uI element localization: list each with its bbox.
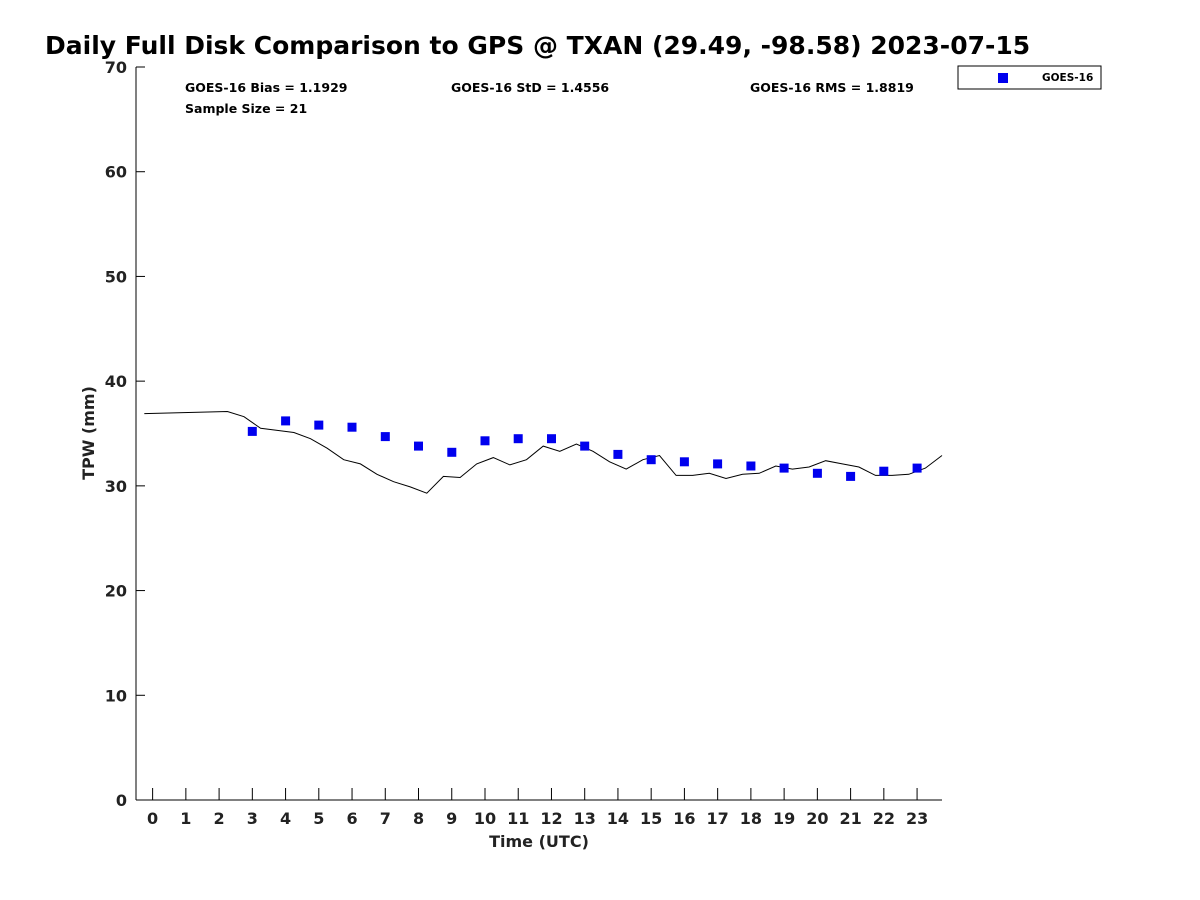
goes16-point — [480, 436, 490, 446]
x-tick-label: 22 — [873, 809, 895, 828]
x-axis-label: Time (UTC) — [489, 832, 589, 851]
y-axis-label: TPW (mm) — [79, 386, 98, 480]
goes16-point — [380, 432, 390, 442]
x-tick-label: 21 — [839, 809, 861, 828]
gps-line-series — [144, 410, 943, 494]
legend-label-goes16: GOES-16 — [1042, 72, 1093, 84]
goes16-point — [613, 449, 623, 459]
legend-marker-goes16 — [998, 73, 1008, 83]
x-tick-label: 18 — [740, 809, 762, 828]
y-tick-label: 20 — [105, 582, 127, 601]
x-tick-label: 17 — [707, 809, 729, 828]
x-tick-label: 15 — [640, 809, 662, 828]
x-tick-label: 4 — [280, 809, 291, 828]
goes16-point — [347, 422, 357, 432]
goes16-point — [247, 426, 257, 436]
goes16-point — [580, 441, 590, 451]
x-tick-label: 11 — [507, 809, 529, 828]
goes16-point — [679, 457, 689, 467]
x-ticks: 0 1 2 3 4 5 6 7 8 9 10 11 12 13 14 15 16 17 18 19 20 21 22 23 — [147, 788, 928, 828]
goes16-point — [812, 468, 822, 478]
goes16-point — [713, 459, 723, 469]
y-tick-label: 30 — [105, 477, 127, 496]
goes16-point — [746, 461, 756, 471]
goes16-point — [314, 420, 324, 430]
goes16-point — [414, 441, 423, 451]
y-tick-label: 0 — [116, 791, 127, 810]
x-tick-label: 0 — [147, 809, 158, 828]
gps-line — [144, 410, 943, 494]
chart-title: Daily Full Disk Comparison to GPS @ TXAN… — [45, 31, 1030, 60]
x-tick-label: 6 — [346, 809, 357, 828]
stat-std: GOES-16 StD = 1.4556 — [451, 80, 609, 95]
plot-axes — [135, 67, 942, 801]
x-tick-label: 16 — [673, 809, 695, 828]
x-tick-label: 19 — [773, 809, 795, 828]
goes16-point — [779, 463, 789, 473]
goes16-point — [846, 471, 856, 481]
x-tick-label: 2 — [214, 809, 225, 828]
goes16-point — [281, 416, 291, 426]
y-tick-label: 10 — [105, 686, 127, 705]
y-ticks: 0 10 20 30 40 50 60 70 — [105, 58, 145, 810]
legend: GOES-16 — [957, 65, 1102, 90]
stat-rms: GOES-16 RMS = 1.8819 — [750, 80, 914, 95]
x-tick-label: 8 — [413, 809, 424, 828]
x-tick-label: 23 — [906, 809, 928, 828]
goes16-point — [646, 455, 656, 465]
y-tick-label: 50 — [105, 267, 127, 286]
x-tick-label: 1 — [180, 809, 191, 828]
goes16-scatter-series — [247, 416, 922, 481]
stat-sample-size: Sample Size = 21 — [185, 101, 307, 116]
x-tick-label: 3 — [247, 809, 258, 828]
x-tick-label: 7 — [380, 809, 391, 828]
y-tick-label: 70 — [105, 58, 127, 77]
y-tick-label: 60 — [105, 163, 127, 182]
x-tick-label: 20 — [806, 809, 828, 828]
x-tick-label: 10 — [474, 809, 496, 828]
y-tick-label: 40 — [105, 372, 127, 391]
x-tick-label: 5 — [313, 809, 324, 828]
goes16-point — [547, 434, 556, 444]
goes16-point — [912, 463, 922, 473]
x-tick-label: 12 — [540, 809, 562, 828]
stat-bias: GOES-16 Bias = 1.1929 — [185, 80, 347, 95]
x-tick-label: 9 — [446, 809, 457, 828]
goes16-point — [879, 466, 889, 476]
goes16-point — [513, 434, 523, 444]
legend-box — [957, 65, 1102, 90]
x-tick-label: 13 — [574, 809, 596, 828]
goes16-point — [447, 447, 457, 457]
x-tick-label: 14 — [607, 809, 629, 828]
